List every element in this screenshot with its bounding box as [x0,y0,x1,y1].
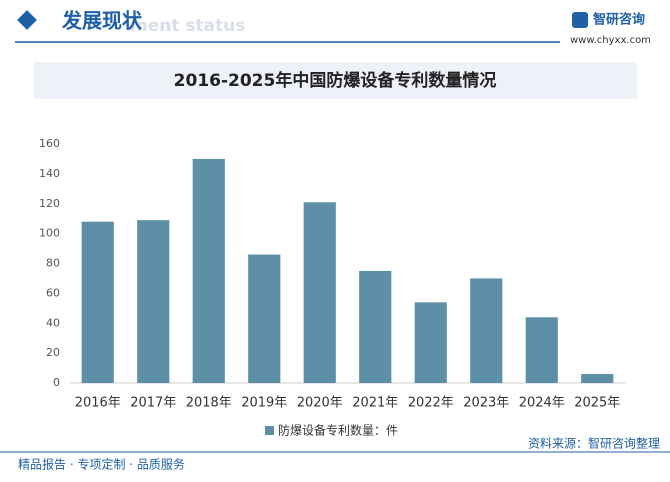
x-tick-label: 2016年 [75,396,121,411]
section-icon [17,10,37,30]
x-tick-label: 2018年 [186,396,232,411]
x-tick-label: 2019年 [241,396,287,411]
footer-left: 精品报告 · 专项定制 · 品质服务 [18,457,185,472]
x-tick-label: 2017年 [130,396,176,411]
section-title: 发展现状 [61,9,143,33]
x-tick-label: 2020年 [297,396,343,411]
bar [581,374,614,383]
title-box [34,62,637,99]
bar [470,278,503,383]
legend-swatch [265,426,274,435]
footer-right: 资料来源：智研咨询整理 [528,436,660,451]
brand: 智研咨询 [593,12,645,28]
y-tick-label: 0 [53,376,60,389]
x-tick-label: 2024年 [519,396,565,411]
url: www.chyxx.com [570,35,651,46]
y-tick-label: 60 [46,286,60,299]
bar [137,220,170,383]
bar [303,202,336,383]
bar [81,221,114,383]
legend-label: 防爆设备专利数量：件 [278,423,398,438]
y-tick-label: 80 [46,257,60,270]
x-tick-label: 2021年 [352,396,398,411]
y-tick-label: 100 [39,227,60,240]
x-tick-label: 2022年 [408,396,454,411]
y-tick-label: 160 [39,137,60,150]
y-tick-label: 120 [39,197,60,210]
y-tick-label: 20 [46,346,60,359]
y-tick-label: 140 [39,167,60,180]
chart-title: 2016-2025年中国防爆设备专利数量情况 [174,70,497,91]
bar [359,270,392,383]
bar [192,158,225,383]
brand-logo [572,12,588,28]
bar [414,302,447,383]
bar [248,254,281,383]
x-tick-label: 2023年 [463,396,509,411]
bar [525,317,558,383]
x-tick-label: 2025年 [574,396,620,411]
y-tick-label: 40 [46,316,60,329]
section-subtitle: ment status [130,16,245,36]
